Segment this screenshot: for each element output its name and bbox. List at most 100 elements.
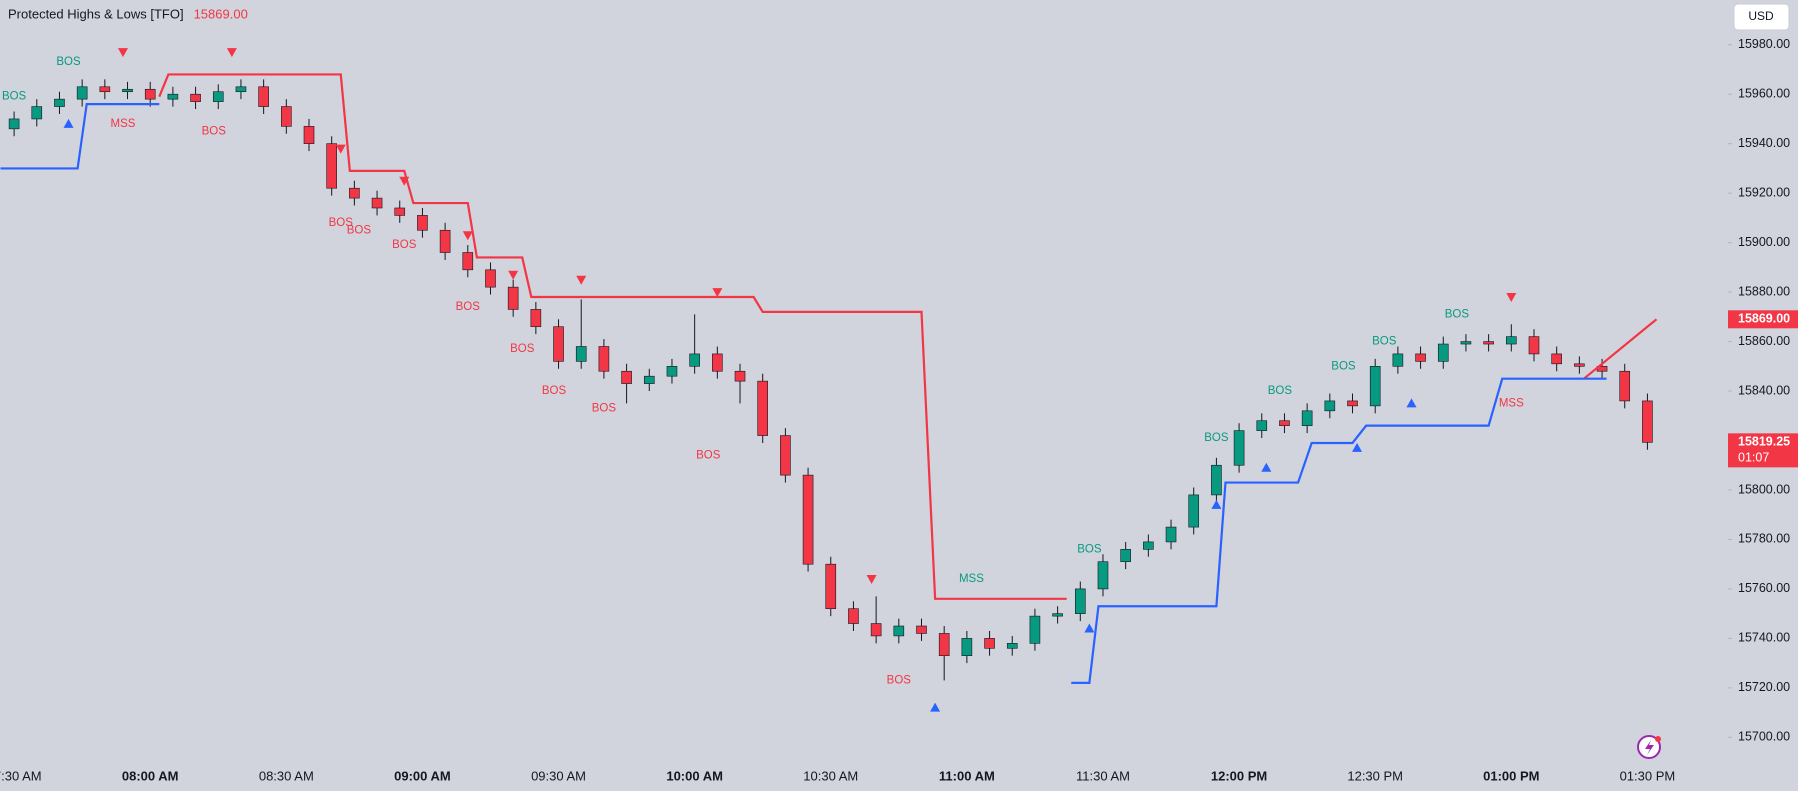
candle-body [1506,336,1517,345]
pivot-marker [1211,499,1222,509]
structure-label: MSS [111,118,136,130]
pivot-marker [462,231,473,241]
candle-body [281,106,292,127]
candle-body [734,370,746,382]
candle-body [802,474,814,565]
candle-body [1052,613,1063,617]
structure-label: MSS [1499,397,1524,409]
candle-body [1143,541,1154,550]
structure-label: BOS [1372,336,1397,348]
candle-body [144,88,156,100]
structure-label: BOS [1268,385,1293,397]
candle-body [666,365,678,377]
y-tick-label: 15800.00 [1738,482,1790,496]
candle-body [757,380,769,436]
candle-body [1619,370,1631,402]
pivot-marker [576,275,587,285]
candle-body [8,118,20,130]
plot-area: BOSBOSMSSBOSBOSBOSBOSBOSBOSBOSBOSBOSBOSM… [0,48,1658,712]
candle-body [1551,353,1562,365]
candle-body [1392,353,1404,367]
y-tick-label: 15760.00 [1738,581,1790,595]
candle-body [349,187,360,199]
currency-button[interactable] [1733,3,1790,31]
candle-body [916,625,927,634]
x-tick-label: 12:30 PM [1347,768,1403,783]
x-tick-label: 09:30 AM [531,768,586,783]
candle-body [643,375,655,384]
structure-label: BOS [347,224,372,236]
candle-body [689,353,700,367]
candle-body [1301,410,1313,426]
candle-body [76,86,88,100]
pivot-marker [117,48,128,58]
candle-body [530,309,542,328]
pivot-marker [1506,293,1517,303]
candle-body [1120,549,1131,563]
candle-body [371,197,383,209]
structure-label: BOS [592,402,617,414]
structure-label: BOS [1331,360,1356,372]
candle-body [1097,561,1109,590]
pivot-marker [1406,398,1417,408]
candle-body [848,608,859,624]
x-tick-label: 09:00 AM [394,768,451,783]
candle-body [1074,588,1086,614]
candle-body [870,623,882,637]
candle-body [1347,400,1358,407]
pivot-marker [226,48,237,58]
y-tick-label: 15860.00 [1738,334,1790,348]
candle-body [485,269,496,288]
pivot-marker [1352,442,1363,452]
candle-body [54,98,65,107]
candle-body [258,86,269,107]
currency[interactable]: USD [1748,9,1774,23]
price-tag-label: 15869.00 [1738,312,1790,326]
candle-body [825,563,837,610]
x-tick-label: 08:30 AM [259,768,314,783]
y-tick-label: 15900.00 [1738,235,1790,249]
y-tick-label: 15780.00 [1738,532,1790,546]
candle-body [326,143,337,189]
candle-body [303,126,315,144]
candle-body [1642,400,1653,443]
candle-body [190,93,201,102]
y-tick-label: 15960.00 [1738,87,1790,101]
structure-label: BOS [542,385,567,397]
candle-body [598,346,610,372]
pivot-marker [866,575,877,585]
candle-body [575,346,587,362]
candle-body [1369,365,1381,407]
candle-body [167,93,179,100]
y-tick-label: 15840.00 [1738,383,1790,397]
candle-body [553,326,564,362]
candle-body [1483,341,1494,345]
structure-label: MSS [959,573,984,585]
candle-body [961,638,973,657]
structure-label: BOS [696,449,721,461]
structure-label: BOS [392,239,417,251]
price-tag [1728,310,1798,329]
structure-label: BOS [329,217,354,229]
pivot-marker [1261,462,1272,472]
y-tick-label: 15980.00 [1738,37,1790,51]
candle-body [1324,400,1336,412]
candle-body [1233,430,1245,466]
x-tick-label: 12:00 PM [1211,768,1267,783]
price-tag [1728,433,1798,468]
candle-body [122,88,133,93]
indicator-value: 15869.00 [194,6,248,21]
pivot-marker [1084,623,1095,633]
y-tick-label: 15740.00 [1738,631,1790,645]
candle-body [462,252,474,271]
candle-body [235,86,247,93]
structure-label: BOS [1077,543,1102,555]
y-tick-label: 15880.00 [1738,284,1790,298]
candle-body [1415,353,1426,362]
x-tick-label: 08:00 AM [122,768,179,783]
candle-body [1165,526,1177,543]
candle-body [212,91,224,102]
candle-body [1460,341,1472,345]
structure-label: BOS [887,674,912,686]
candle-body [1528,336,1540,355]
